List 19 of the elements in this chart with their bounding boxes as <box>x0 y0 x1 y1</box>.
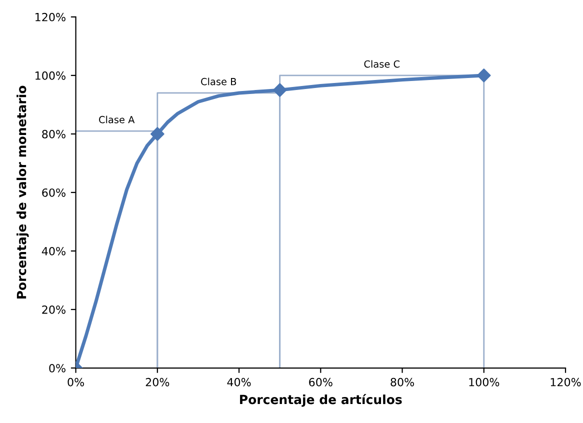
y-tick-label: 0% <box>49 364 66 372</box>
y-tick-label: 80% <box>42 130 66 138</box>
x-tick-label: 40% <box>227 378 251 386</box>
y-tick-label: 60% <box>42 188 66 197</box>
x-tick-label: 60% <box>309 378 332 386</box>
x-tick-label: 20% <box>146 378 170 386</box>
x-tick-label: 120% <box>550 378 581 386</box>
annotation: Clase C <box>364 60 400 68</box>
x-axis-title: Porcentaje de artículos <box>240 394 402 407</box>
y-tick-label: 20% <box>42 305 66 314</box>
x-tick-label: 100% <box>469 378 500 386</box>
annotation: Clase B <box>201 78 236 86</box>
y-tick-label: 100% <box>36 71 66 80</box>
y-tick-label: 40% <box>42 246 66 256</box>
x-tick-label: 80% <box>390 378 414 386</box>
y-tick-label: 120% <box>36 12 66 22</box>
x-tick-label: 0% <box>68 378 84 386</box>
annotation: Clase A <box>99 116 135 124</box>
y-axis-title: Porcentaje de valor monetario <box>16 86 29 299</box>
